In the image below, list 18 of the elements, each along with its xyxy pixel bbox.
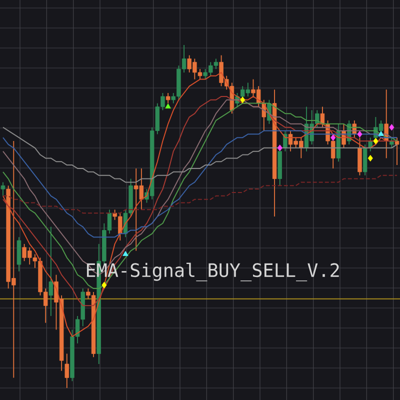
candlestick — [390, 137, 394, 148]
point — [102, 282, 107, 288]
point — [357, 130, 362, 138]
candlestick — [0, 182, 6, 196]
candlestick — [64, 353, 70, 388]
candlestick — [394, 137, 400, 166]
candlestick — [48, 226, 54, 316]
point — [378, 130, 384, 136]
point — [122, 250, 128, 256]
candlestick — [283, 130, 288, 152]
point — [240, 96, 246, 104]
point — [330, 134, 336, 141]
point — [165, 103, 171, 108]
candlestick — [320, 106, 325, 128]
point — [373, 138, 378, 144]
point — [277, 144, 282, 152]
point — [389, 124, 394, 131]
point — [368, 154, 373, 162]
